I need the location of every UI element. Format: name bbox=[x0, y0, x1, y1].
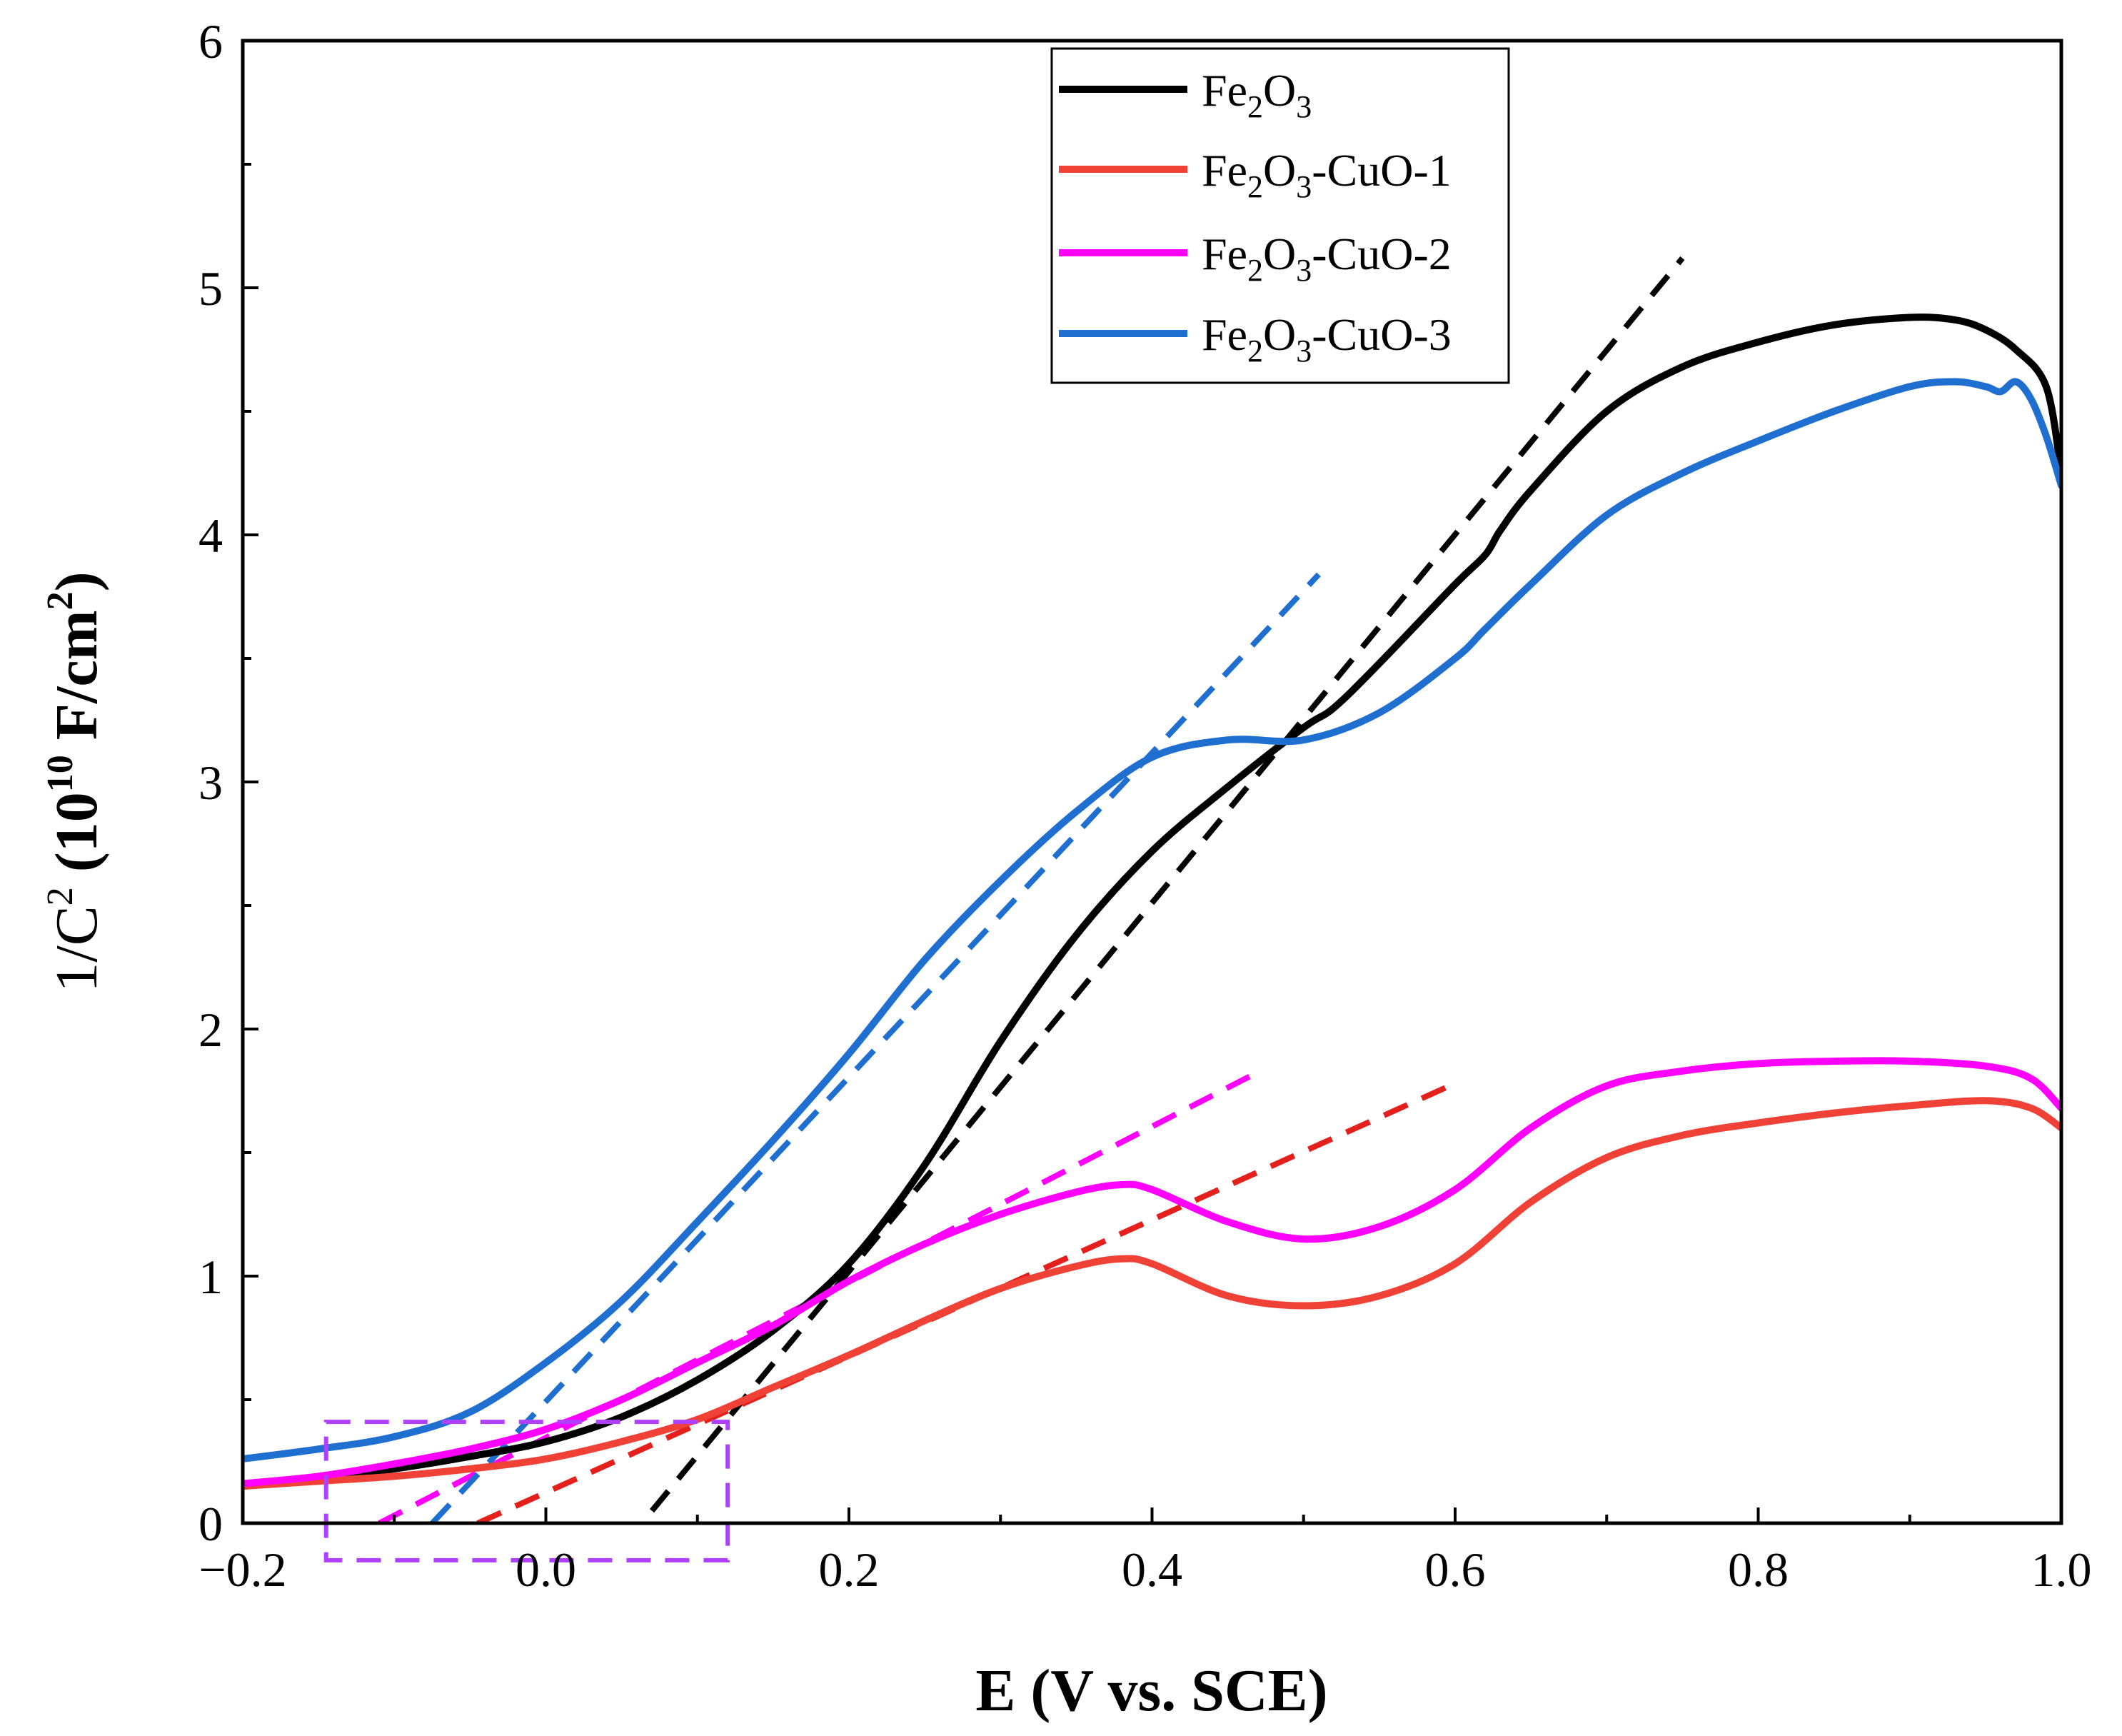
y-axis-title-part-2: (10 bbox=[44, 792, 110, 887]
y-axis: 0 1 2 3 4 5 6 bbox=[198, 14, 258, 1551]
x-tick-label-5: 0.8 bbox=[1728, 1542, 1789, 1597]
x-tick-label-4: 0.6 bbox=[1425, 1542, 1486, 1597]
y-axis-title-part-3: F/cm bbox=[44, 610, 110, 755]
legend-label-fe2o3: Fe2O3 bbox=[1202, 65, 1312, 124]
x-tick-label-6: 1.0 bbox=[2031, 1542, 2092, 1597]
x-tick-label-1: 0.0 bbox=[516, 1542, 576, 1597]
y-axis-title: 1/C2 (1010 F/cm2) bbox=[40, 571, 110, 992]
y-axis-title-sup-2: 10 bbox=[40, 755, 81, 792]
series-line-fe2o3-cuo-1 bbox=[243, 1097, 2061, 1490]
series-line-fe2o3-cuo-2 bbox=[243, 1057, 2061, 1487]
x-axis: −0.2 0.0 0.2 0.4 0.6 0.8 1.0 bbox=[198, 1507, 2092, 1597]
y-axis-title-part-4: ) bbox=[44, 571, 110, 591]
x-tick-label-3: 0.4 bbox=[1122, 1542, 1182, 1597]
legend-frame bbox=[1050, 47, 1510, 384]
legend-label-fe2o3-cuo-3: Fe2O3-CuO-3 bbox=[1202, 309, 1452, 368]
series-line-fe2o3 bbox=[243, 313, 2061, 1490]
series-line-fe2o3-cuo-3 bbox=[243, 378, 2061, 1462]
x-axis-title: E (V vs. SCE) bbox=[975, 1657, 1327, 1724]
y-axis-title-sup-3: 2 bbox=[40, 591, 81, 610]
y-axis-title-sup-1: 2 bbox=[40, 887, 81, 905]
fit-line-fe2o3-cuo-3 bbox=[430, 572, 1321, 1523]
data-series bbox=[243, 313, 2061, 1490]
x-tick-label-0: −0.2 bbox=[198, 1542, 286, 1597]
legend-label-fe2o3-cuo-2: Fe2O3-CuO-2 bbox=[1202, 229, 1452, 288]
y-axis-title-part-1: 1/C bbox=[44, 905, 110, 992]
y-tick-label-0: 0 bbox=[198, 1497, 223, 1551]
y-tick-label-6: 6 bbox=[198, 14, 223, 69]
y-tick-label-1: 1 bbox=[198, 1250, 223, 1304]
fit-line-fe2o3-cuo-1 bbox=[476, 1080, 1457, 1523]
y-tick-label-2: 2 bbox=[198, 1003, 223, 1057]
highlight-box-layer bbox=[323, 1420, 730, 1562]
y-tick-label-4: 4 bbox=[198, 508, 223, 563]
y-tick-label-5: 5 bbox=[198, 261, 223, 316]
highlight-box bbox=[323, 1420, 730, 1562]
x-tick-label-2: 0.2 bbox=[819, 1542, 880, 1597]
legend: Fe2O3 Fe2O3-CuO-1 Fe2O3-CuO-2 Fe2O3-CuO-… bbox=[1050, 47, 1510, 384]
fit-lines bbox=[378, 256, 1685, 1523]
legend-label-fe2o3-cuo-1: Fe2O3-CuO-1 bbox=[1202, 145, 1452, 204]
fit-line-fe2o3 bbox=[649, 256, 1685, 1513]
y-tick-label-3: 3 bbox=[198, 756, 223, 810]
